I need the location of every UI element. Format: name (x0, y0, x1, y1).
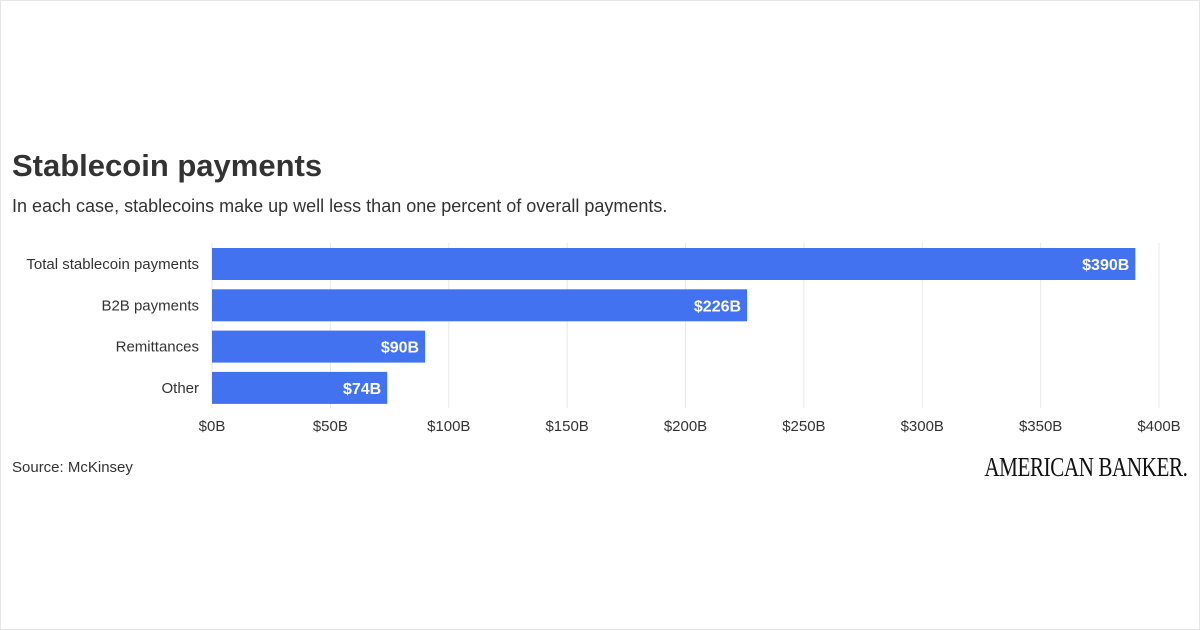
x-tick-label: $250B (782, 418, 825, 435)
x-tick-label: $400B (1137, 418, 1180, 435)
x-tick-label: $300B (901, 418, 944, 435)
category-label: Total stablecoin payments (26, 256, 199, 273)
x-tick-label: $0B (199, 418, 226, 435)
x-tick-label: $150B (545, 418, 588, 435)
data-label: $90B (381, 340, 419, 357)
bar (212, 371, 388, 404)
x-tick-label: $350B (1019, 418, 1062, 435)
category-label: Other (161, 380, 199, 397)
x-tick-label: $100B (427, 418, 470, 435)
american-banker-logo: AMERICAN BANKER. (984, 452, 1189, 482)
bar (212, 289, 748, 322)
x-tick-label: $50B (313, 418, 348, 435)
x-tick-label: $200B (664, 418, 707, 435)
category-label: Remittances (116, 339, 199, 356)
chart-subtitle: In each case, stablecoins make up well l… (12, 196, 668, 216)
category-label: B2B payments (101, 297, 199, 314)
data-label: $226B (694, 298, 741, 315)
source-note: Source: McKinsey (12, 459, 133, 476)
bar (212, 330, 426, 363)
data-label: $390B (1082, 257, 1129, 274)
data-label: $74B (343, 381, 381, 398)
bar (212, 248, 1136, 280)
chart-title: Stablecoin payments (12, 148, 323, 183)
